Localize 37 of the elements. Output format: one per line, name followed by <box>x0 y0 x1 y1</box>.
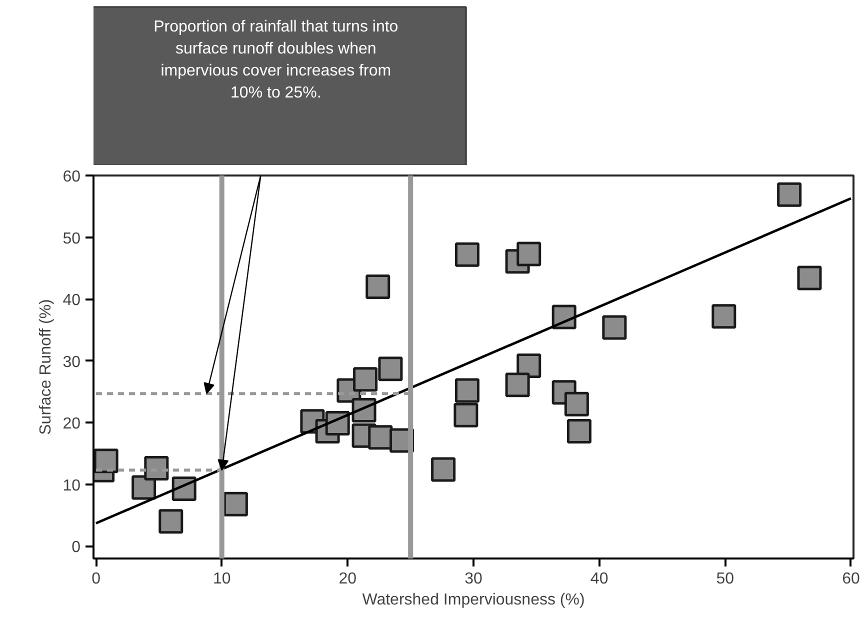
point <box>777 182 802 207</box>
x-tick-label: 30 <box>464 570 482 588</box>
point <box>158 509 184 534</box>
point <box>454 242 480 267</box>
y-tick-label: 0 <box>72 539 81 556</box>
point <box>712 304 736 329</box>
point <box>564 392 589 416</box>
point <box>454 378 480 403</box>
point <box>378 356 403 382</box>
y-tick-label: 10 <box>62 477 81 494</box>
point <box>94 448 118 474</box>
x-tick-label: 60 <box>842 570 860 588</box>
y-tick-label: 60 <box>62 168 81 186</box>
y-tick-label: 20 <box>62 416 81 433</box>
x-tick-label: 40 <box>590 570 608 588</box>
x-tick-label: 10 <box>212 570 231 588</box>
y-tick-label: 40 <box>62 292 81 310</box>
point <box>366 274 390 299</box>
point <box>144 456 169 481</box>
y-tick-label: 30 <box>62 354 81 371</box>
point <box>353 367 378 392</box>
point <box>454 402 478 428</box>
point <box>516 242 542 266</box>
x-tick-label: 20 <box>338 570 357 588</box>
x-tick-label: 0 <box>92 570 101 588</box>
point <box>566 418 592 444</box>
text: Proportion of rainfall that turns into surface runoff doubles when impervious cover increases from 10% to 25%. <box>154 18 398 102</box>
y-axis-title: Surface Runoff (%) <box>38 299 55 435</box>
x-axis-title: Watershed Imperviousness (%) <box>362 592 585 608</box>
y-tick-label: 50 <box>62 230 81 248</box>
point <box>368 425 393 450</box>
x-tick-label: 50 <box>716 570 734 588</box>
point <box>602 315 627 340</box>
point <box>223 492 248 516</box>
point <box>797 266 822 290</box>
point <box>505 372 530 398</box>
point <box>431 457 456 482</box>
